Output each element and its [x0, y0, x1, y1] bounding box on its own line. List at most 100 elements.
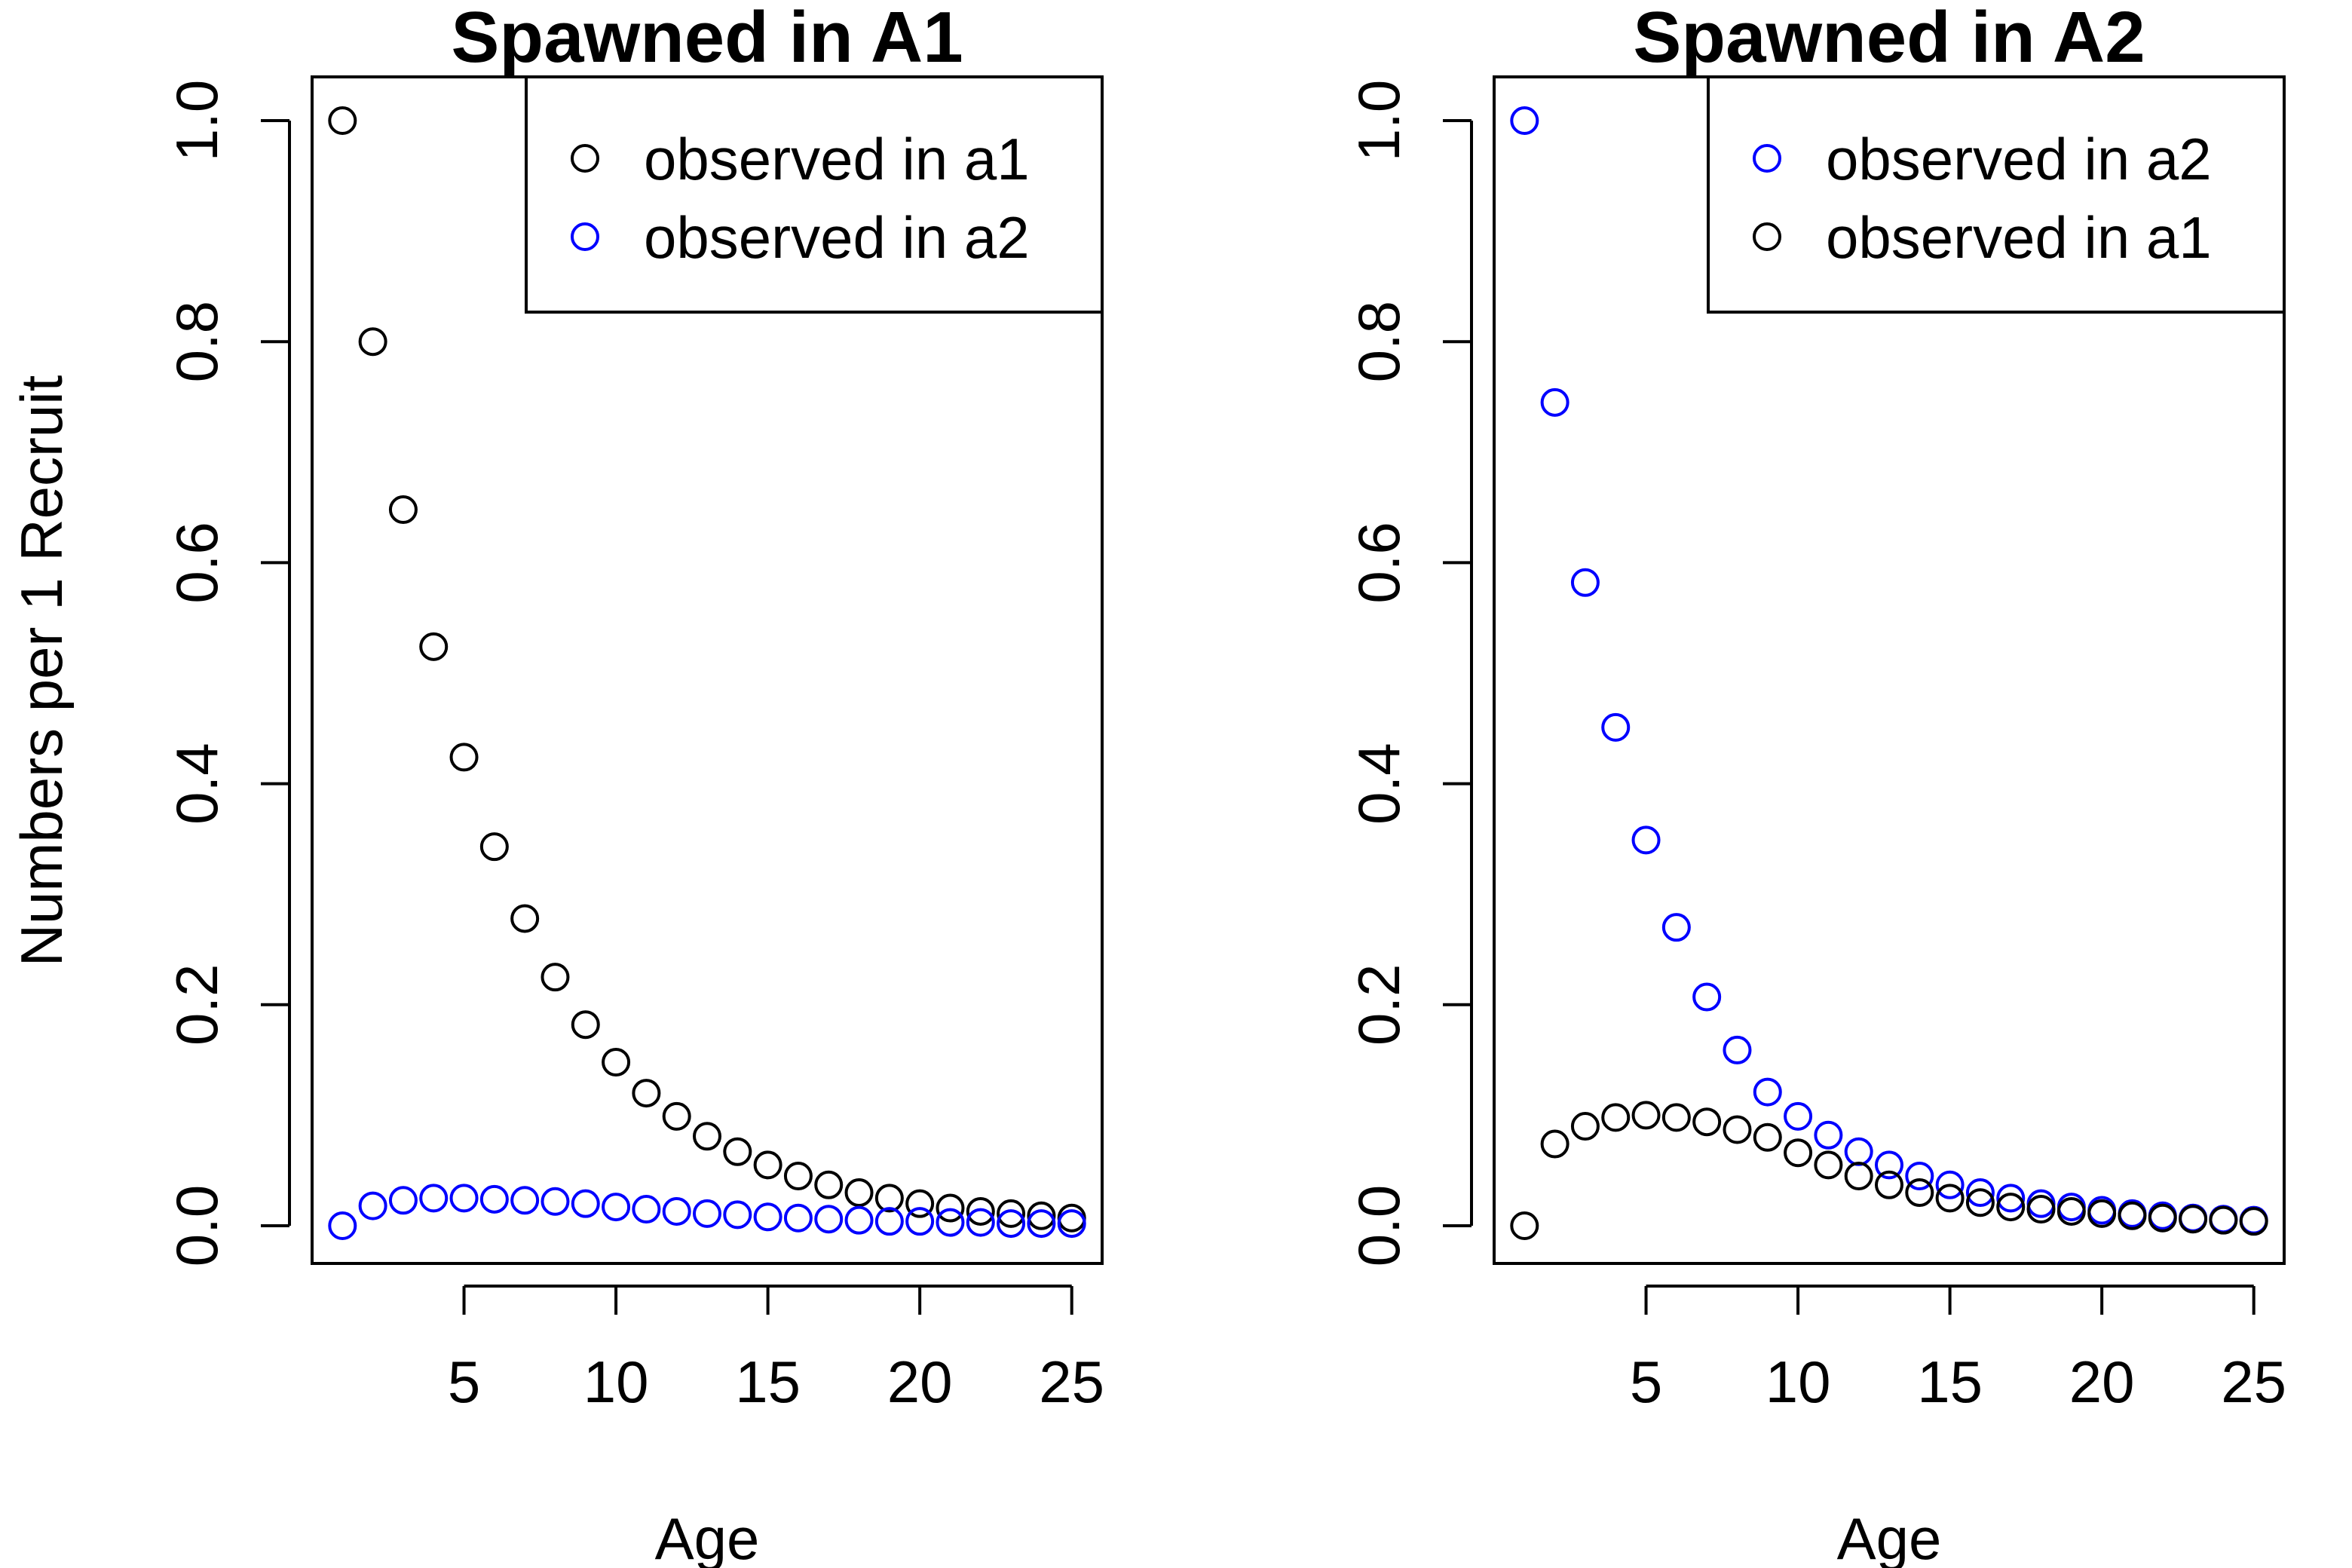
data-point: [1875, 1170, 1903, 1199]
legend: observed in a1 observed in a2: [525, 75, 1104, 314]
legend-marker: [1753, 144, 1781, 173]
data-point: [1027, 1209, 1056, 1239]
chart-title: Spawned in A2: [1633, 0, 2145, 78]
data-point: [662, 1196, 691, 1226]
data-point: [753, 1150, 782, 1180]
data-point: [783, 1203, 813, 1233]
x-tick-label: 20: [887, 1349, 953, 1415]
data-point: [2148, 1203, 2177, 1233]
legend-label: observed in a1: [1826, 204, 2212, 271]
data-point: [936, 1208, 965, 1237]
data-point: [1784, 1101, 1813, 1131]
data-point: [449, 1184, 479, 1213]
x-tick-label: 15: [735, 1349, 801, 1415]
x-tick-label: 20: [2069, 1349, 2135, 1415]
x-axis-label: Age: [1837, 1505, 1942, 1568]
data-point: [1692, 1107, 1722, 1137]
data-point: [723, 1137, 752, 1166]
data-point: [1996, 1193, 2026, 1222]
data-point: [874, 1184, 904, 1213]
x-tick-label: 15: [1917, 1349, 1983, 1415]
data-point: [2026, 1195, 2056, 1224]
data-point: [844, 1205, 874, 1235]
data-point: [1875, 1150, 1903, 1180]
data-point: [1540, 387, 1570, 417]
data-point: [1965, 1178, 1995, 1208]
y-tick-label: 0.8: [164, 301, 230, 382]
data-point: [1723, 1035, 1752, 1064]
data-point: [479, 832, 509, 862]
x-tick-label: 25: [1039, 1349, 1104, 1415]
legend-label: observed in a2: [1826, 126, 2212, 192]
y-tick-label: 1.0: [1346, 80, 1412, 161]
data-point: [479, 1184, 509, 1214]
data-point: [1510, 106, 1539, 135]
data-point: [449, 743, 479, 772]
x-tick-label: 25: [2221, 1349, 2286, 1415]
data-point: [997, 1199, 1026, 1228]
data-point: [328, 1211, 357, 1240]
data-point: [2179, 1205, 2208, 1234]
data-point: [1027, 1201, 1056, 1230]
data-point: [1844, 1162, 1873, 1191]
x-tick-label: 5: [448, 1349, 480, 1415]
data-point: [358, 1191, 387, 1220]
legend-marker: [1753, 222, 1781, 251]
data-point: [2148, 1201, 2177, 1230]
data-point: [1057, 1203, 1086, 1233]
data-point: [874, 1207, 904, 1236]
x-axis-label: Age: [655, 1505, 760, 1568]
data-point: [1692, 982, 1722, 1012]
y-tick-label: 0.8: [1346, 301, 1412, 382]
series-observed-in-a2: [328, 1184, 1086, 1240]
data-point: [1723, 1115, 1752, 1144]
data-point: [1905, 1178, 1934, 1208]
data-point: [2056, 1196, 2086, 1226]
data-point: [662, 1101, 691, 1131]
data-point: [2239, 1207, 2268, 1236]
data-point: [1631, 825, 1661, 855]
data-point: [358, 327, 387, 357]
data-point: [997, 1209, 1026, 1239]
data-point: [2026, 1189, 2056, 1218]
data-point: [2087, 1199, 2117, 1228]
legend-label: observed in a1: [644, 126, 1030, 192]
data-point: [571, 1010, 600, 1040]
data-point: [2209, 1205, 2238, 1235]
x-tick-label: 10: [1766, 1349, 1831, 1415]
data-point: [936, 1193, 965, 1223]
data-point: [2118, 1199, 2147, 1228]
data-point: [541, 963, 570, 992]
y-tick-label: 0.6: [1346, 522, 1412, 603]
data-point: [693, 1122, 721, 1151]
data-point: [1753, 1122, 1782, 1152]
y-tick-label: 0.0: [1346, 1185, 1412, 1266]
data-point: [966, 1196, 995, 1226]
data-point: [2118, 1201, 2147, 1230]
data-point: [1570, 568, 1600, 597]
data-point: [905, 1189, 935, 1218]
y-axis-label: Numbers per 1 Recruit: [8, 375, 75, 966]
data-point: [510, 1186, 540, 1215]
y-tick-label: 0.0: [164, 1185, 230, 1266]
data-point: [783, 1162, 813, 1191]
data-point: [632, 1195, 661, 1224]
data-point: [1784, 1138, 1813, 1168]
y-tick-label: 0.2: [1346, 964, 1412, 1046]
chart-panel-spawned-in-a1: Spawned in A1 5 10 15 20 25 Age 0.0 0.2 0.4 0.6 0.8…: [164, 0, 1104, 1568]
data-point: [1935, 1170, 1965, 1199]
data-point: [1661, 913, 1691, 942]
data-point: [1057, 1209, 1086, 1239]
x-tick-label: 5: [1630, 1349, 1662, 1415]
data-point: [1540, 1129, 1570, 1159]
y-tick-label: 1.0: [164, 80, 230, 161]
data-point: [844, 1178, 874, 1208]
data-point: [632, 1079, 661, 1108]
legend-box: [1707, 75, 2286, 314]
data-point: [1935, 1184, 1965, 1213]
legend-label: observed in a2: [644, 204, 1030, 271]
data-point: [419, 1184, 449, 1213]
data-point: [388, 1186, 418, 1215]
chart-panel-spawned-in-a2: Spawned in A2 5 10 15 20 25 Age 0.0 0.2 0.4 0.6 0.8…: [1346, 0, 2286, 1568]
data-point: [602, 1193, 631, 1222]
